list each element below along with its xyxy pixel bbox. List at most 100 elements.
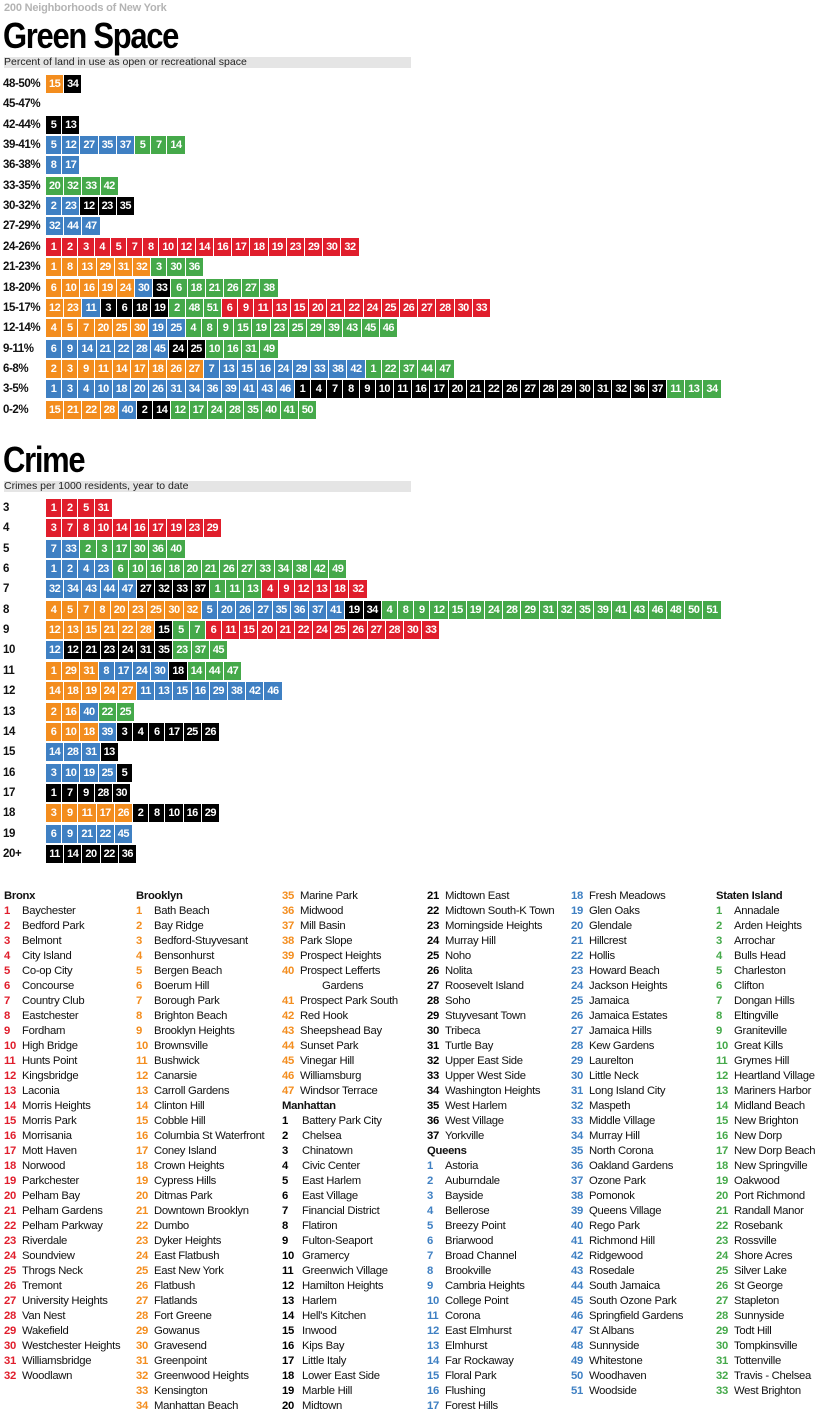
legend-number: 34 [136, 1400, 148, 1412]
legend-item: 23 Morningside Heights [427, 919, 554, 934]
neighborhood-cell-queens-35: 35 [272, 600, 291, 619]
legend-name: City Island [22, 950, 72, 962]
neighborhood-cell-staten-11: 11 [667, 380, 686, 399]
neighborhood-cell-queens-5: 5 [46, 136, 63, 155]
neighborhood-cell-brooklyn-8: 8 [62, 258, 79, 277]
legend-item: 36 Oakland Gardens [571, 1159, 683, 1174]
neighborhood-cell-bronx-23: 23 [286, 237, 305, 256]
neighborhood-cell-bronx-24: 24 [363, 298, 382, 317]
legend-name: Ditmas Park [154, 1190, 213, 1202]
neighborhood-cell-brooklyn-31: 31 [80, 661, 99, 680]
neighborhood-cell-staten-40: 40 [262, 400, 281, 419]
legend-item: 10 Great Kills [716, 1039, 815, 1054]
legend-item: 12 Heartland Village [716, 1069, 815, 1084]
legend-item: 22 Hollis [571, 949, 683, 964]
legend-name: Mill Basin [300, 920, 346, 932]
neighborhood-cell-queens-31: 31 [167, 380, 186, 399]
legend-number: 3 [136, 935, 142, 947]
legend-name: Brookville [445, 1265, 491, 1277]
neighborhood-cell-brooklyn-30: 30 [131, 319, 150, 338]
legend-name: Todt Hill [734, 1325, 772, 1337]
neighborhood-cell-queens-6: 6 [46, 339, 63, 358]
row-label: 30-32% [3, 200, 41, 213]
legend-number: 1 [136, 905, 142, 917]
legend-item: 11 Greenwich Village [282, 1264, 398, 1279]
neighborhood-cell-manhattan-25: 25 [187, 339, 206, 358]
neighborhood-cell-brooklyn-13: 13 [64, 621, 83, 640]
neighborhood-cell-staten-39: 39 [325, 319, 344, 338]
neighborhood-cell-brooklyn-5: 5 [62, 319, 79, 338]
neighborhood-cell-staten-3: 3 [151, 258, 168, 277]
legend-number: 1 [282, 1115, 288, 1127]
neighborhood-cell-staten-38: 38 [260, 278, 279, 297]
row-label: 3 [3, 502, 9, 514]
legend-item: 29 Stuyvesant Town [427, 1009, 554, 1024]
neighborhood-cell-manhattan-11: 11 [394, 380, 413, 399]
legend-name: New Dorp Beach [734, 1145, 816, 1157]
neighborhood-cell-bronx-18: 18 [331, 580, 350, 599]
legend-number: 34 [427, 1085, 439, 1097]
header-note: 200 Neighborhoods of New York [4, 2, 167, 14]
legend-item: 31 Williamsbridge [4, 1354, 120, 1369]
neighborhood-cell-manhattan-14: 14 [153, 400, 172, 419]
legend-number: 29 [716, 1325, 728, 1337]
neighborhood-cell-staten-21: 21 [201, 560, 220, 579]
legend-name: Boerum Hill [154, 980, 210, 992]
legend-item: 31 Long Island City [571, 1084, 683, 1099]
row-label: 14 [3, 725, 15, 738]
legend-number: 22 [4, 1220, 16, 1232]
neighborhood-cell-queens-21: 21 [78, 824, 97, 843]
legend-name: Marine Park [300, 890, 358, 902]
legend-number: 13 [282, 1295, 294, 1307]
legend-name: Westchester Heights [22, 1340, 121, 1352]
legend-number: 46 [571, 1310, 583, 1322]
neighborhood-cell-staten-41: 41 [280, 400, 299, 419]
neighborhood-cell-manhattan-8: 8 [343, 380, 360, 399]
legend-number: 24 [716, 1250, 728, 1262]
row-label: 12 [3, 685, 15, 698]
row-label: 36-38% [3, 159, 41, 172]
legend-name: Coney Island [154, 1145, 217, 1157]
legend-name: Shore Acres [734, 1250, 793, 1262]
neighborhood-cell-brooklyn-23: 23 [64, 298, 83, 317]
row-label: 33-35% [3, 179, 41, 192]
legend-name: Bellerose [445, 1205, 490, 1217]
legend-name: Rossville [734, 1235, 777, 1247]
legend-name: Brighton Beach [154, 1010, 228, 1022]
legend-name: Oakland Gardens [589, 1160, 674, 1172]
legend-item: 19 Marble Hill [282, 1384, 398, 1399]
legend-name: Woodhaven [589, 1370, 647, 1382]
legend-name: Gramercy [302, 1250, 350, 1262]
legend-number: 7 [716, 995, 722, 1007]
legend-item: 6 Briarwood [427, 1234, 554, 1249]
legend-name: Hunts Point [22, 1055, 78, 1067]
legend-item: 34 Washington Heights [427, 1084, 554, 1099]
neighborhood-cell-queens-37: 37 [309, 600, 328, 619]
legend-name: Upper West Side [445, 1070, 526, 1082]
neighborhood-cell-bronx-24: 24 [313, 621, 332, 640]
legend-number: 24 [136, 1250, 148, 1262]
legend-item: 1 Annadale [716, 904, 815, 919]
legend-name: Flatiron [302, 1220, 338, 1232]
legend-name: Woodlawn [22, 1370, 73, 1382]
neighborhood-cell-brooklyn-16: 16 [80, 278, 99, 297]
neighborhood-cell-queens-2: 2 [62, 560, 79, 579]
neighborhood-cell-staten-30: 30 [131, 539, 150, 558]
neighborhood-cell-bronx-21: 21 [327, 298, 346, 317]
legend-number: 2 [282, 1130, 288, 1142]
neighborhood-cell-staten-38: 38 [292, 560, 311, 579]
legend-number: 8 [282, 1220, 288, 1232]
legend-item: 22 Dumbo [136, 1219, 264, 1234]
neighborhood-cell-brooklyn-15: 15 [46, 400, 65, 419]
neighborhood-cell-brooklyn-21: 21 [64, 400, 83, 419]
neighborhood-cell-bronx-15: 15 [240, 621, 259, 640]
neighborhood-cell-manhattan-20: 20 [82, 844, 101, 863]
neighborhood-cell-manhattan-12: 12 [80, 197, 99, 216]
neighborhood-cell-staten-3: 3 [96, 539, 113, 558]
legend-column: Staten Island 1 Annadale 2 Arden Heights 3 Arr… [716, 889, 816, 1399]
neighborhood-cell-manhattan-33: 33 [173, 580, 192, 599]
neighborhood-cell-manhattan-6: 6 [149, 722, 166, 741]
neighborhood-cell-brooklyn-32: 32 [133, 258, 152, 277]
legend-number: 25 [136, 1265, 148, 1277]
legend-number: 14 [427, 1355, 439, 1367]
